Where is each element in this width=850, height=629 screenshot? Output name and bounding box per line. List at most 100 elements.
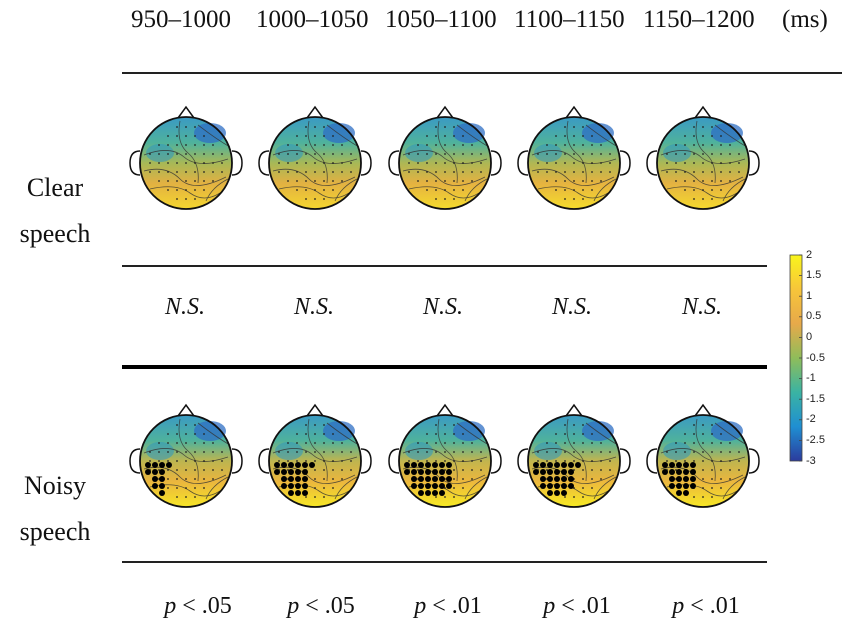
clear-stat-3: N.S.	[383, 294, 503, 321]
contour-lines	[272, 120, 360, 202]
contour-lines	[402, 120, 490, 202]
nose	[694, 105, 712, 119]
negative-region	[146, 144, 174, 162]
head-outline	[268, 116, 362, 210]
header-window-2: 1000–1050	[256, 6, 369, 33]
clear-stat-4-text: N.S.	[551, 294, 592, 320]
noisy-stat-5-value: < .01	[684, 593, 740, 619]
left-ear	[388, 448, 400, 474]
head-outline	[398, 116, 492, 210]
clear-stat-1: N.S.	[125, 294, 245, 321]
negative-region	[275, 144, 303, 162]
head-outline	[656, 414, 750, 508]
right-ear	[490, 448, 502, 474]
negative-region	[534, 144, 562, 162]
noisy-stat-4-p: p	[543, 593, 556, 619]
clear-topomap-5	[646, 105, 760, 210]
noisy-stat-3-p: p	[414, 593, 427, 619]
colorbar-tick-label: -2	[806, 413, 816, 426]
electrode-grid	[666, 126, 740, 200]
right-ear	[748, 448, 760, 474]
negative-region	[534, 442, 562, 460]
left-ear	[129, 448, 141, 474]
header-window-5: 1150–1200	[643, 6, 755, 33]
header-unit: (ms)	[782, 6, 828, 33]
nose	[306, 403, 324, 417]
clear-topomap-2	[258, 105, 372, 210]
colorbar-tick-label: -0.5	[806, 351, 825, 364]
row-label-clear-line1: Clear	[26, 173, 84, 202]
nose	[565, 403, 583, 417]
head-outline	[139, 414, 233, 508]
header-window-1: 950–1000	[131, 6, 231, 33]
head-outline	[527, 414, 621, 508]
clear-stat-5-text: N.S.	[681, 294, 722, 320]
right-ear	[490, 150, 502, 176]
noisy-stat-5: p < .01	[646, 593, 766, 620]
significant-electrodes	[274, 462, 315, 496]
left-ear	[517, 448, 529, 474]
negative-region	[663, 442, 691, 460]
colorbar-tick-label: 0.5	[806, 310, 822, 323]
electrode-grid	[278, 126, 352, 200]
head-outline	[656, 116, 750, 210]
right-ear	[231, 448, 243, 474]
noisy-stat-4: p < .01	[517, 593, 637, 620]
clear-stat-3-text: N.S.	[422, 294, 463, 320]
significant-electrodes	[145, 462, 172, 496]
left-ear	[388, 150, 400, 176]
contour-lines	[143, 120, 231, 202]
right-ear	[619, 448, 631, 474]
noisy-stat-1: p < .05	[138, 593, 258, 620]
clear-stat-2-text: N.S.	[293, 294, 334, 320]
colorbar-tick-label: 1	[806, 289, 813, 302]
row-label-noisy-line2: speech	[19, 517, 91, 546]
section-divider	[122, 365, 767, 369]
contour-lines	[660, 120, 748, 202]
nose	[436, 105, 454, 119]
colorbar-tick-label: -2.5	[806, 433, 825, 446]
nose	[177, 403, 195, 417]
noisy-stat-4-value: < .01	[555, 593, 611, 619]
header-window-4: 1100–1150	[514, 6, 625, 33]
row-label-noisy: Noisy speech	[0, 463, 110, 555]
nose	[436, 403, 454, 417]
negative-region	[275, 442, 303, 460]
right-ear	[748, 150, 760, 176]
noisy-topomap-5	[646, 403, 760, 508]
nose	[694, 403, 712, 417]
noisy-maps-rule	[122, 561, 767, 563]
clear-stat-4: N.S.	[512, 294, 632, 321]
noisy-stat-2-value: < .05	[299, 593, 355, 619]
left-ear	[129, 150, 141, 176]
left-ear	[517, 150, 529, 176]
row-label-clear-line2: speech	[19, 219, 91, 248]
noisy-stat-1-value: < .05	[176, 593, 232, 619]
electrode-grid	[537, 126, 611, 200]
electrode-grid	[537, 424, 611, 498]
nose	[565, 105, 583, 119]
head-outline	[527, 116, 621, 210]
electrode-grid	[149, 126, 223, 200]
left-ear	[258, 150, 270, 176]
head-outline	[398, 414, 492, 508]
negative-region	[405, 144, 433, 162]
noisy-stat-1-p: p	[164, 593, 177, 619]
electrode-grid	[278, 424, 352, 498]
clear-stat-5: N.S.	[642, 294, 762, 321]
significant-electrodes	[404, 462, 452, 496]
noisy-stat-3: p < .01	[388, 593, 508, 620]
row-label-noisy-line1: Noisy	[23, 471, 87, 500]
significant-electrodes	[533, 462, 581, 496]
negative-region	[663, 144, 691, 162]
left-ear	[646, 448, 658, 474]
negative-region	[146, 442, 174, 460]
colorbar-tick-label: -3	[806, 454, 816, 467]
electrode-grid	[408, 126, 482, 200]
colorbar-tick-label: 0	[806, 330, 813, 343]
head-outline	[268, 414, 362, 508]
header-rule	[122, 72, 842, 74]
electrode-grid	[149, 424, 223, 498]
